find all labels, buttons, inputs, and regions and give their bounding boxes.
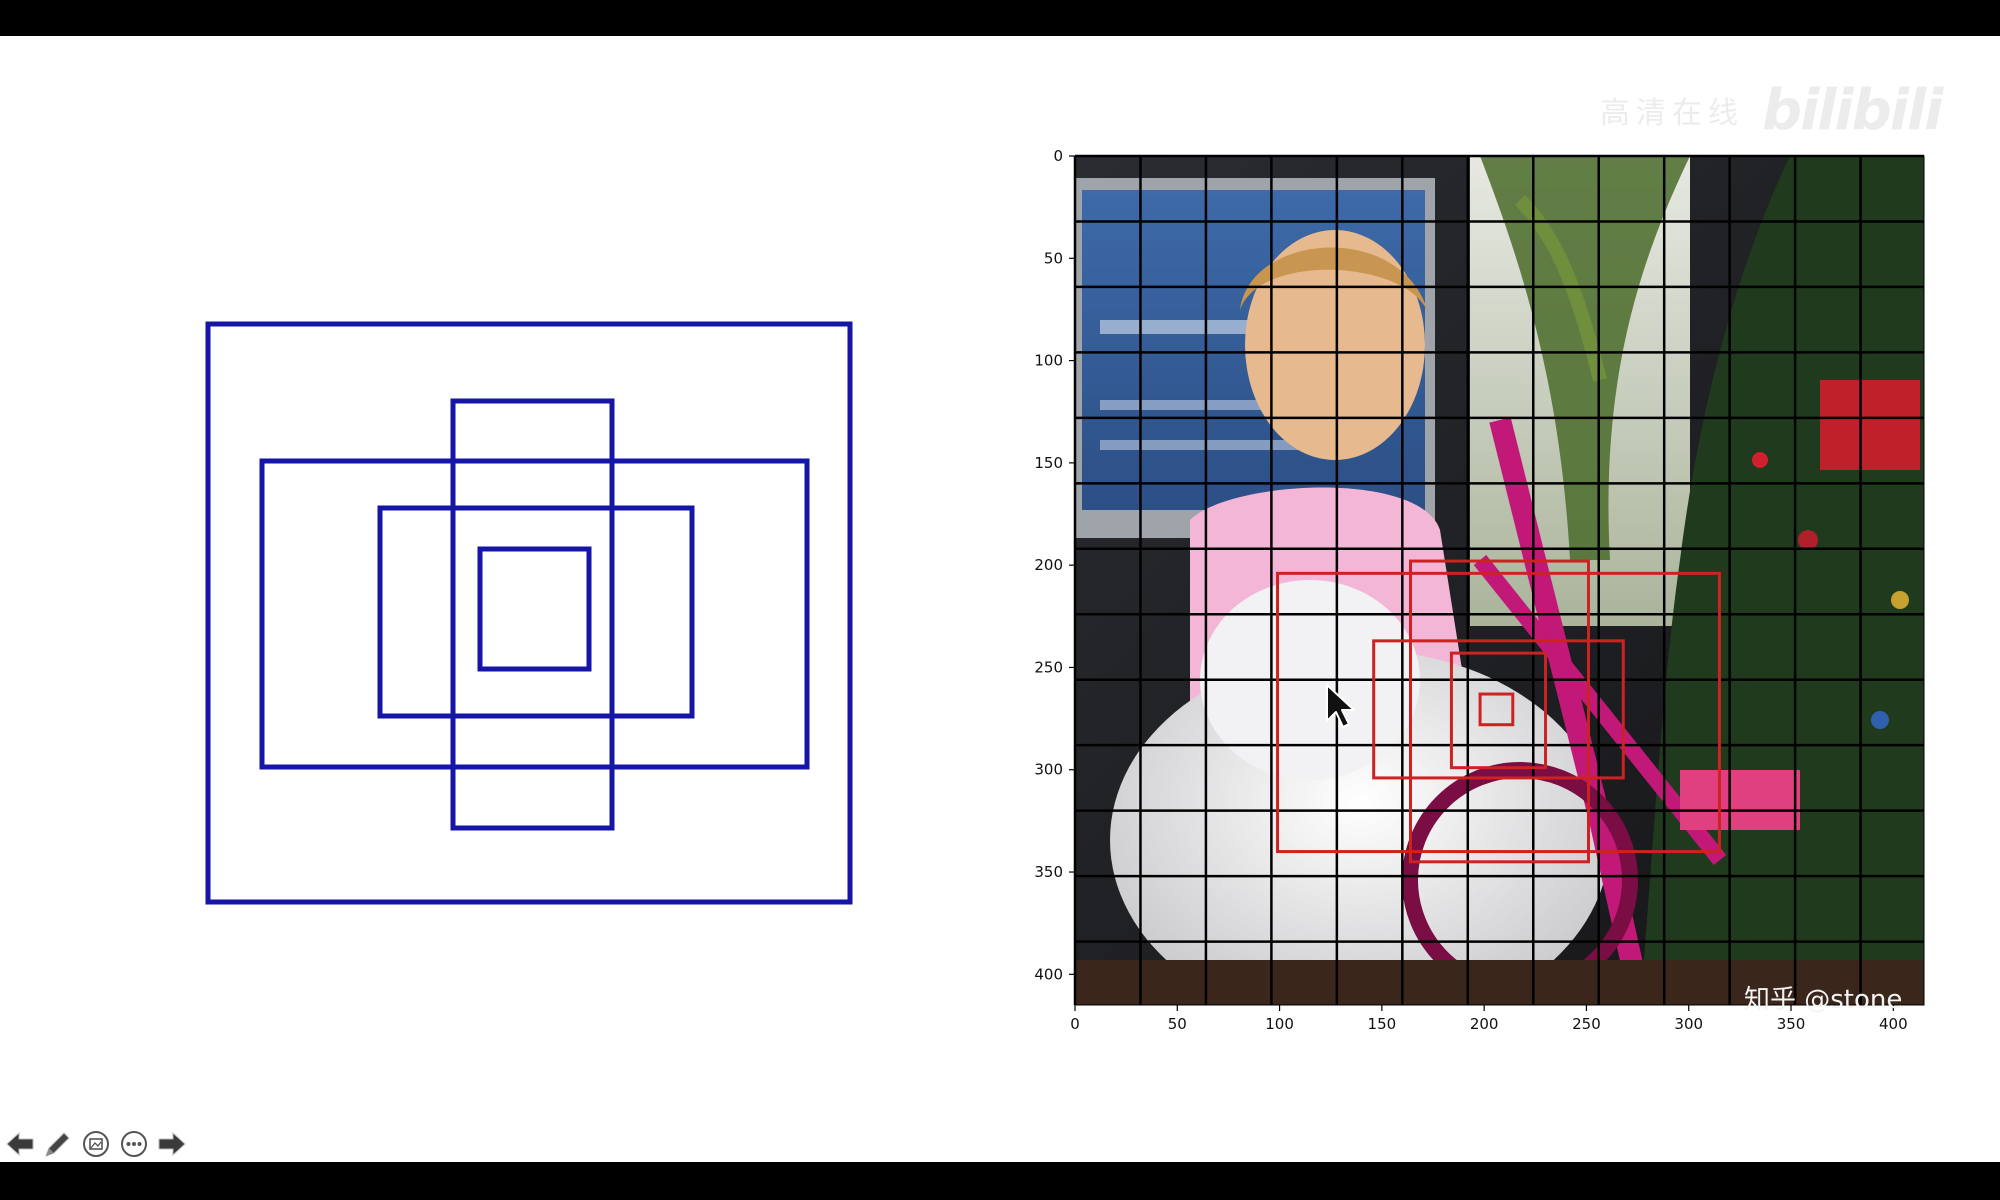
anchor-box-medium-wide: [259, 458, 810, 770]
x-axis-tick-label: 200: [1470, 1015, 1499, 1033]
x-axis-tick-label: 100: [1265, 1015, 1294, 1033]
slideshow-toolbar: [4, 1127, 188, 1161]
y-axis-tick-label: 150: [1034, 454, 1063, 472]
x-axis-tick-label: 250: [1572, 1015, 1601, 1033]
y-axis-tick-label: 50: [1044, 249, 1063, 267]
slide-thumbnail-icon: [83, 1131, 109, 1157]
slide-thumbnail-button[interactable]: [80, 1128, 112, 1160]
top-letterbox-bar: [0, 0, 2000, 36]
x-axis-tick-label: 50: [1168, 1015, 1187, 1033]
next-slide-arrow-icon: [158, 1131, 186, 1157]
grid-lines: [1073, 154, 1924, 1005]
axis-ticks: [1069, 155, 1894, 1011]
watermark-text: 高清在线: [1600, 96, 1744, 131]
photo-anchor-box-1: [1276, 571, 1721, 854]
photo-anchor-box-5: [1478, 692, 1515, 727]
bottom-letterbox-bar: [0, 1162, 2000, 1200]
photo-anchor-box-3: [1372, 639, 1625, 780]
photo-scene: [1075, 156, 1924, 1005]
more-options-button[interactable]: [118, 1128, 150, 1160]
anchor-box-large-tall: [450, 398, 615, 831]
previous-slide-button[interactable]: [4, 1128, 36, 1160]
photo-anchor-box-4: [1449, 651, 1548, 770]
more-options-icon: [121, 1131, 147, 1157]
next-slide-button[interactable]: [156, 1128, 188, 1160]
y-axis-tick-label: 200: [1034, 556, 1063, 574]
x-axis-tick-label: 400: [1879, 1015, 1908, 1033]
y-axis-tick-label: 350: [1034, 863, 1063, 881]
anchor-box-diagram: [205, 321, 853, 905]
photo-anchor-boxes: [1276, 559, 1721, 864]
anchor-box-small-square: [477, 546, 592, 672]
pen-icon: [45, 1132, 70, 1157]
x-axis-tick-label: 300: [1674, 1015, 1703, 1033]
mouse-cursor-icon: [1326, 684, 1355, 728]
previous-slide-arrow-icon: [6, 1131, 34, 1157]
y-axis-tick-label: 100: [1034, 352, 1063, 370]
bilibili-watermark: 高清在线 bilibili: [1600, 75, 1980, 145]
axis-labels: 0 50 100 150 200 250 300 350 400 0 50 100 150 200 250 3…: [1034, 147, 1907, 1033]
y-axis-tick-label: 0: [1053, 147, 1063, 165]
axes-frame: [1074, 155, 1925, 1006]
photo-anchor-box-2: [1409, 559, 1590, 864]
x-axis-tick-label: 150: [1368, 1015, 1397, 1033]
photo-credit: 知乎 @stone: [1744, 985, 1902, 1015]
grid-photo: 0 50 100 150 200 250 300 350 400 0 50 100 150 200 250 3…: [1034, 147, 1925, 1033]
pen-tool-button[interactable]: [42, 1128, 74, 1160]
y-axis-tick-label: 250: [1034, 658, 1063, 676]
x-axis-tick-label: 0: [1070, 1015, 1080, 1033]
bilibili-logo: bilibili: [1762, 77, 1943, 143]
anchor-box-large-wide: [205, 321, 853, 905]
y-axis-tick-label: 300: [1034, 761, 1063, 779]
x-axis-tick-label: 350: [1777, 1015, 1806, 1033]
anchor-box-small-wide: [377, 505, 695, 719]
y-axis-tick-label: 400: [1034, 965, 1063, 983]
